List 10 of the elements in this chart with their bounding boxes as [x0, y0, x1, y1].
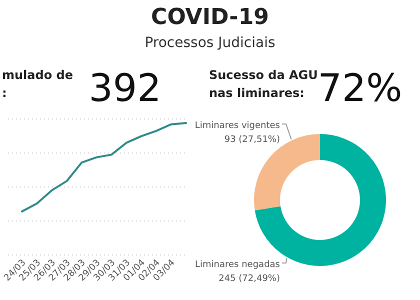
- text: 72%: [318, 66, 402, 110]
- text: 392: [88, 66, 162, 110]
- slice-label: Liminares negadas: [195, 260, 280, 270]
- text: Processos Judiciais: [144, 35, 276, 51]
- text: COVID-19: [151, 5, 269, 30]
- data-label: 93 (27,51%): [224, 135, 280, 145]
- data-label: 245 (72,49%): [218, 274, 280, 284]
- chart-title: mulado de :: [2, 68, 73, 100]
- chart-title: Sucesso da AGU nas liminares:: [209, 68, 318, 100]
- slice-label: Liminares vigentes: [194, 121, 280, 131]
